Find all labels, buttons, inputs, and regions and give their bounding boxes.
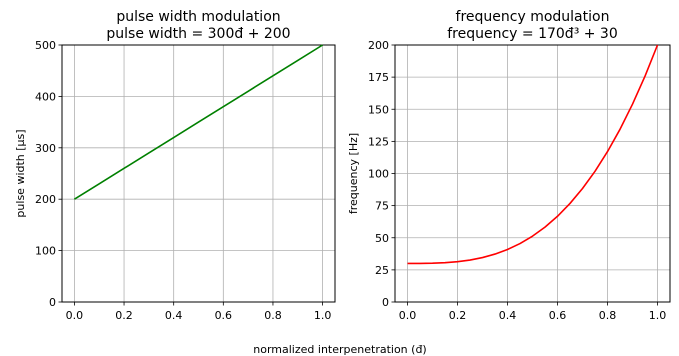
figure-xlabel: normalized interpenetration (đ) [253, 343, 426, 356]
pulse-width-ticks: 0.0 0.2 0.4 0.6 0.8 1.0 0 100 200 300 400 500 [35, 39, 331, 322]
pulse-width-axes-frame [61, 44, 336, 303]
pulse-width-ytick-label: 400 [35, 90, 56, 103]
pulse-width-ylabel: pulse width [µs] [14, 129, 27, 217]
frequency-lines [407, 44, 659, 265]
frequency-xtick-label: 0.8 [599, 309, 617, 322]
frequency-ytick-label: 125 [368, 135, 389, 148]
pulse-width-xtick-label: 0.6 [215, 309, 233, 322]
pulse-width-grid [62, 44, 335, 303]
frequency-xtick-label: 0.6 [549, 309, 567, 322]
pulse-width-title: pulse width modulation [116, 9, 280, 25]
frequency-ytick-label: 50 [375, 232, 389, 245]
pulse-width-ytick-label: 200 [35, 193, 56, 206]
pulse-width-xtick-label: 0.0 [66, 309, 84, 322]
pulse-width-xtick-label: 1.0 [314, 309, 332, 322]
pulse-width-series-line [73, 44, 324, 200]
frequency-series-line [407, 44, 659, 265]
pulse-width-xtick-label: 0.8 [264, 309, 282, 322]
pulse-width-xtick-label: 0.4 [165, 309, 183, 322]
frequency-ytick-label: 150 [368, 103, 389, 116]
pulse-width-chart: 0.0 0.2 0.4 0.6 0.8 1.0 0 100 200 300 400 500 pulse… [14, 9, 336, 322]
pulse-width-ytick-label: 100 [35, 245, 56, 258]
frequency-xtick-label: 0.4 [499, 309, 517, 322]
frequency-ytick-label: 100 [368, 168, 389, 181]
frequency-xtick-label: 0.2 [449, 309, 467, 322]
frequency-chart: 0.0 0.2 0.4 0.6 0.8 1.0 0 25 50 75 100 125 150 175 200… [347, 9, 671, 322]
pulse-width-ytick-label: 300 [35, 142, 56, 155]
pulse-width-ytick-label: 500 [35, 39, 56, 52]
frequency-ytick-label: 25 [375, 264, 389, 277]
pulse-width-ytick-label: 0 [49, 296, 56, 309]
pulse-width-xtick-label: 0.2 [115, 309, 133, 322]
frequency-title: frequency modulation [456, 9, 610, 25]
pulse-width-lines [73, 44, 324, 200]
frequency-xtick-label: 0.0 [399, 309, 417, 322]
frequency-ytick-label: 200 [368, 39, 389, 52]
frequency-ytick-label: 0 [382, 296, 389, 309]
pulse-width-subtitle: pulse width = 300đ + 200 [106, 26, 290, 42]
frequency-ylabel: frequency [Hz] [347, 133, 360, 214]
frequency-ytick-label: 175 [368, 71, 389, 84]
frequency-ticks: 0.0 0.2 0.4 0.6 0.8 1.0 0 25 50 75 100 125 150 175 200 [368, 39, 666, 322]
frequency-subtitle: frequency = 170đ³ + 30 [447, 26, 618, 42]
frequency-xtick-label: 1.0 [649, 309, 667, 322]
frequency-ytick-label: 75 [375, 200, 389, 213]
